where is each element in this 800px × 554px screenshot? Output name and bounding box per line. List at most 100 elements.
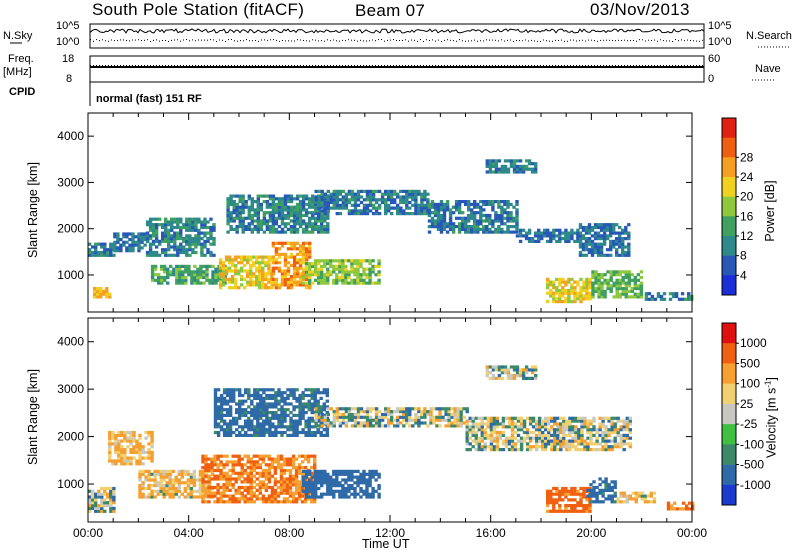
echo-cell [113,249,117,253]
echo-cell [280,275,285,279]
echo-cell [604,433,608,437]
echo-cell [151,242,156,246]
echo-cell [338,495,342,499]
echo-cell [595,439,599,443]
echo-cell [627,248,631,252]
echo-cell [323,415,327,419]
echo-cell [295,430,299,435]
echo-cell [480,430,484,435]
echo-cell [396,192,400,196]
nave-dot [636,65,637,66]
echo-cell [295,247,300,251]
echo-cell [586,445,590,449]
echo-cell [181,273,185,277]
echo-cell [137,243,141,247]
echo-cell [567,300,571,304]
echo-cell [507,442,512,446]
echo-cell [240,497,244,501]
echo-cell [317,278,321,282]
echo-cell [480,416,484,420]
echo-cell [564,237,568,241]
echo-cell [615,223,619,227]
echo-cell [162,478,166,482]
echo-cell [491,200,495,204]
echo-cell [162,486,166,491]
echo-cell [377,212,382,216]
echo-cell [234,277,238,281]
echo-cell [459,412,463,417]
echo-cell [579,277,583,281]
echo-cell [120,445,124,449]
echo-cell [464,227,468,231]
echo-cell [190,275,194,280]
echo-cell [157,273,161,277]
echo-cell [356,475,360,479]
echo-cell [216,433,221,437]
echo-cell [317,227,321,231]
nsearch-dot [654,39,655,41]
echo-cell [88,253,92,257]
echo-cell [498,448,503,452]
echo-cell [113,232,117,236]
echo-cell [602,253,607,257]
echo-cell [298,261,303,265]
echo-cell [497,202,501,206]
echo-cell [586,442,590,446]
echo-cell [277,211,282,215]
echo-cell [247,227,251,231]
echo-cell [347,281,351,285]
echo-cell [521,164,526,168]
echo-cell [238,222,242,226]
echo-cell [304,475,309,479]
echo-cell [546,234,550,238]
echo-cell [154,239,159,243]
echo-cell [570,237,574,241]
echo-cell [317,197,321,201]
echo-cell [564,231,568,235]
nsearch-dot [150,41,151,42]
echo-cell [292,197,297,201]
echo-cell [164,250,168,255]
echo-cell [192,495,197,499]
echo-cell [171,495,175,499]
echo-cell [175,275,179,280]
echo-cell [567,297,571,301]
echo-cell [459,407,463,411]
echo-cell [371,206,376,210]
echo-cell [288,483,293,487]
echo-cell [326,213,330,218]
nave-dot [654,65,655,66]
echo-cell [301,281,306,285]
echo-cell [198,478,203,482]
echo-cell [298,244,303,248]
echo-cell [350,209,355,213]
echo-cell [344,275,348,280]
echo-cell [143,235,147,239]
echo-cell [167,234,171,238]
echo-cell [209,250,213,255]
echo-cell [230,261,235,265]
nsearch-dot [417,40,418,42]
echo-cell [194,220,198,224]
echo-cell [235,205,239,209]
echo-cell [222,433,227,437]
echo-cell [229,216,233,220]
echo-cell [335,481,339,485]
nsearch-dot [168,40,169,42]
echo-cell [332,472,336,476]
echo-cell [178,273,182,277]
nsearch-dot [639,39,640,41]
echo-cell [534,231,538,235]
echo-cell [371,267,375,271]
echo-cell [280,241,285,245]
nsearch-dot [357,40,358,42]
nsearch-dot [699,40,700,42]
echo-cell [594,287,598,291]
echo-cell [286,269,291,273]
nsearch-dot [612,40,613,41]
echo-cell [223,281,227,285]
echo-cell [344,489,348,493]
echo-cell [271,280,276,284]
echo-cell [482,202,486,206]
echo-cell [179,231,183,235]
